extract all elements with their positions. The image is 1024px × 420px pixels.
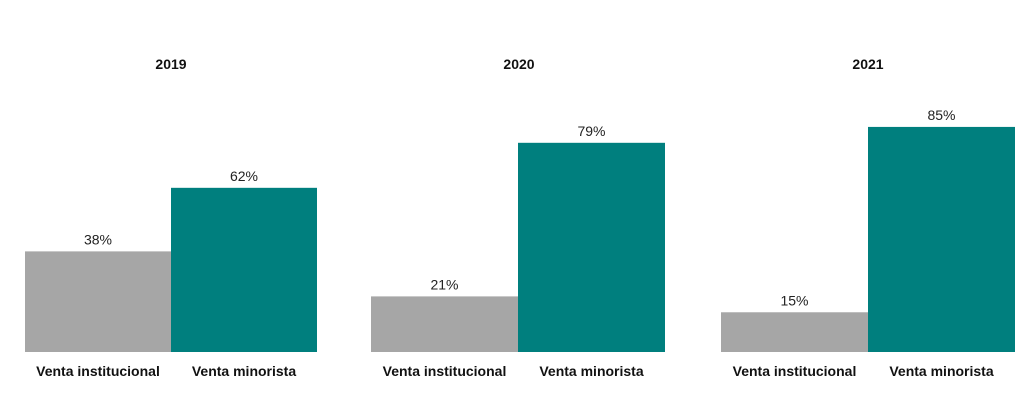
data-label: 85%: [927, 107, 955, 123]
data-label: 79%: [577, 123, 605, 139]
bar: [518, 142, 665, 352]
category-label: Venta institucional: [36, 363, 160, 379]
data-label: 62%: [230, 168, 258, 184]
bar: [371, 296, 518, 352]
panel-title: 2020: [503, 56, 534, 72]
data-label: 21%: [430, 276, 458, 292]
bar: [25, 251, 171, 352]
category-label: Venta minorista: [539, 363, 643, 379]
category-label: Venta minorista: [889, 363, 993, 379]
category-label: Venta institucional: [383, 363, 507, 379]
chart-panel-2: 2021 15% Venta institucional 85% Venta minor…: [721, 56, 1015, 379]
panel-title: 2019: [155, 56, 186, 72]
data-label: 15%: [780, 292, 808, 308]
category-label: Venta institucional: [733, 363, 857, 379]
bar: [868, 126, 1015, 352]
bar: [721, 312, 868, 352]
chart-panel-1: 2020 21% Venta institucional 79% Venta minor…: [371, 56, 665, 379]
category-label: Venta minorista: [192, 363, 296, 379]
chart-panel-0: 2019 38% Venta institucional 62% Venta minor…: [25, 56, 317, 379]
panel-title: 2021: [852, 56, 883, 72]
data-label: 38%: [84, 231, 112, 247]
bar: [171, 187, 317, 352]
